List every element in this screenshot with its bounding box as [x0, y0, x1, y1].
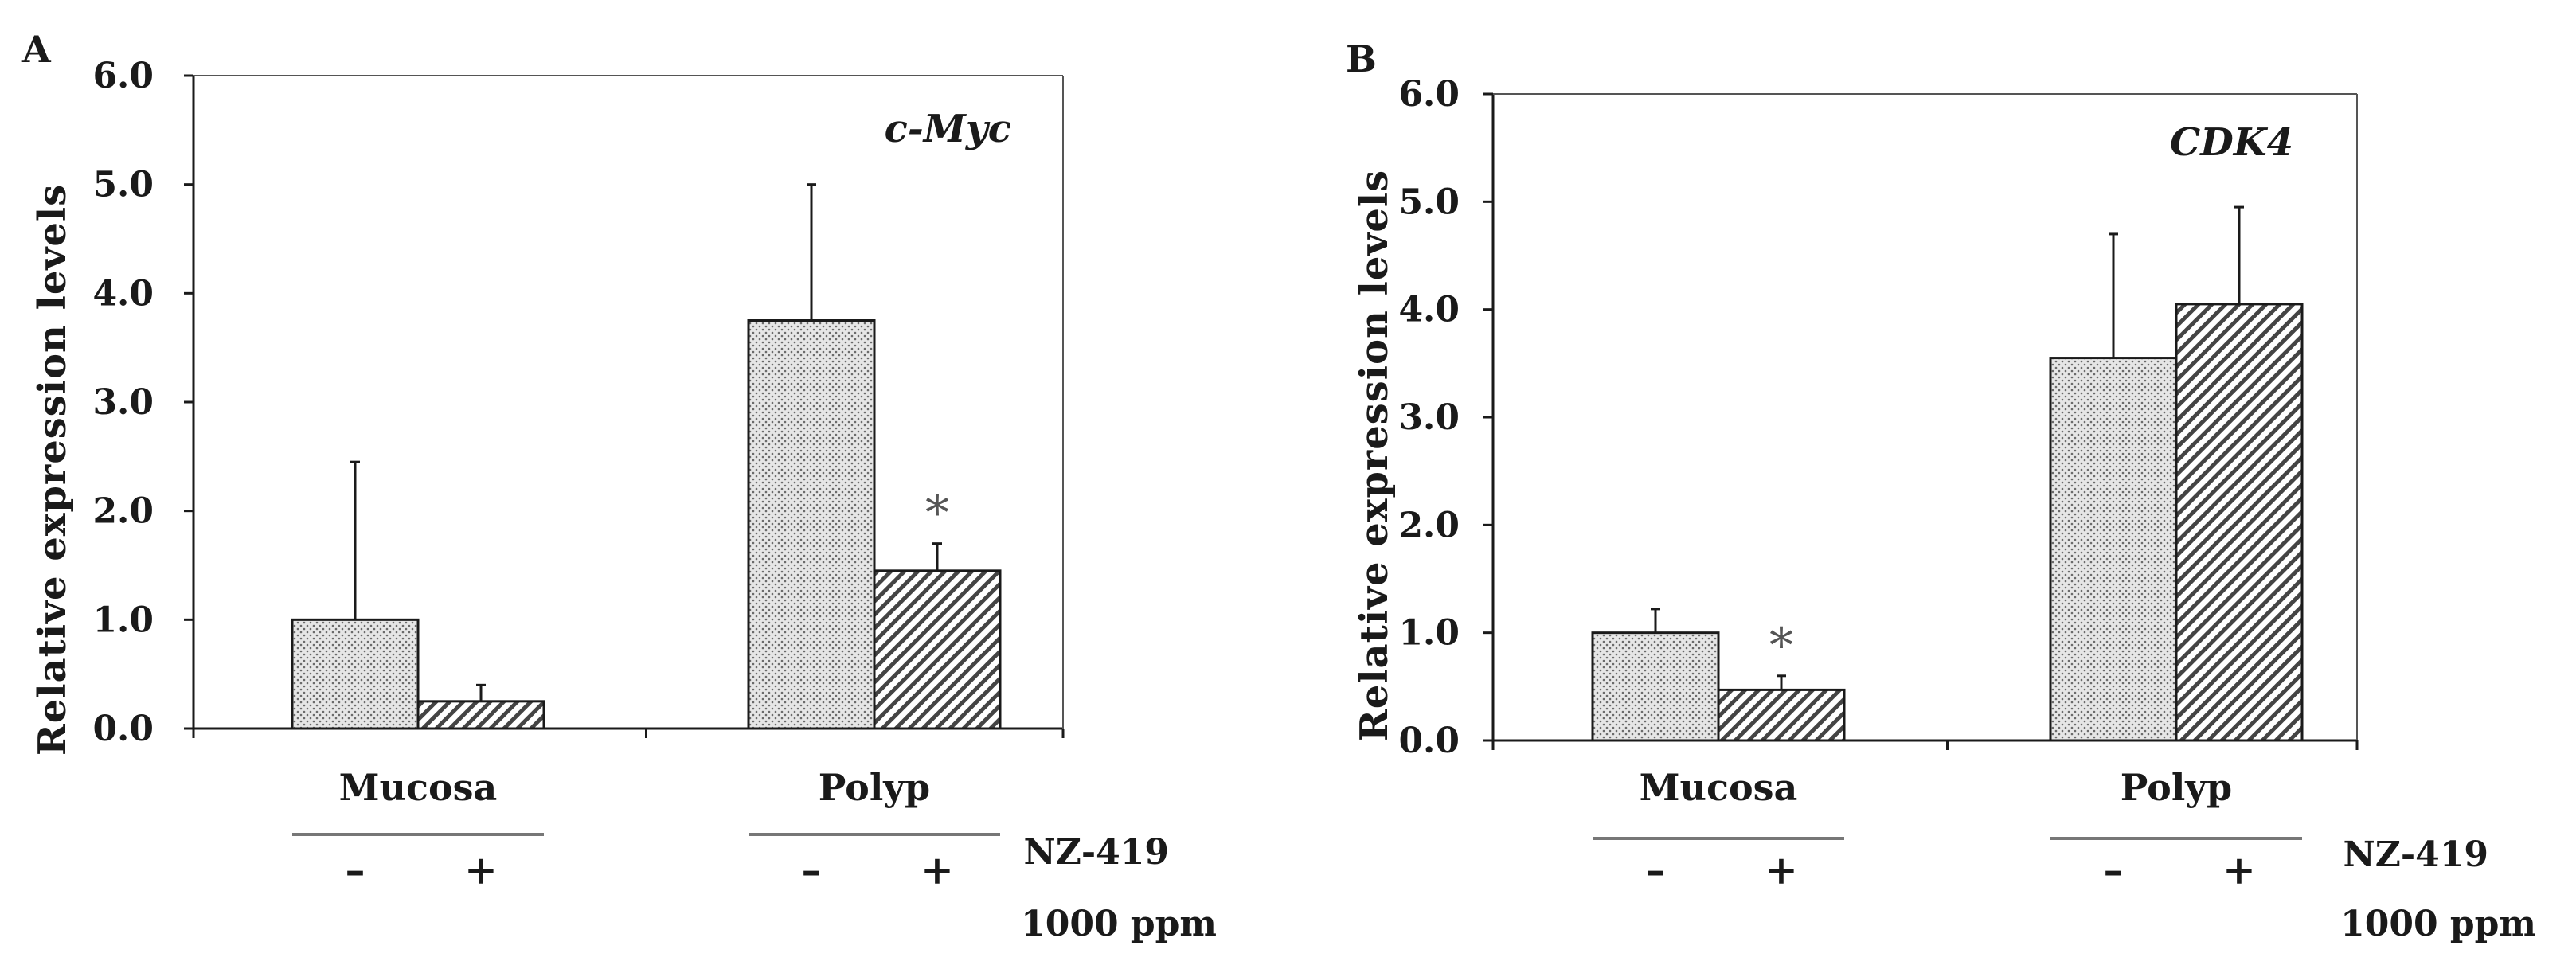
panel-letter: B	[1346, 37, 1377, 80]
bar-polyp-treated	[2175, 303, 2304, 742]
gene-title: c-Myc	[885, 107, 1011, 151]
significance-star: *	[1769, 618, 1793, 674]
y-tick-label: 6.0	[1398, 74, 1460, 115]
group-label: Mucosa	[339, 766, 498, 809]
y-tick-label: 4.0	[92, 273, 154, 314]
y-tick-label: 5.0	[92, 165, 154, 205]
condition-label: +	[464, 846, 498, 893]
treatment-dose: 1000 ppm	[1021, 904, 1217, 944]
panel-letter: A	[21, 28, 52, 71]
y-tick-label: 1.0	[92, 600, 154, 640]
y-tick-label: 1.0	[1398, 613, 1460, 654]
group-label: Mucosa	[1640, 766, 1798, 809]
chart-panel-b: B Relative expression levels CDK4 0.0 1.0…	[1346, 37, 2536, 944]
bar-mucosa-untreated	[291, 618, 420, 730]
y-axis-label: Relative expression levels	[30, 184, 75, 756]
y-tick-label: 4.0	[1398, 290, 1460, 330]
y-axis-label: Relative expression levels	[1352, 170, 1397, 741]
bar-polyp-untreated	[747, 319, 876, 730]
treatment-label: NZ-419	[2343, 834, 2488, 875]
y-tick-label: 6.0	[92, 56, 154, 96]
y-tick-label: 0.0	[92, 709, 154, 749]
bar-mucosa-untreated	[1591, 631, 1720, 742]
bar-mucosa-treated	[416, 700, 545, 730]
condition-label: –	[1646, 846, 1666, 893]
bar-mucosa-treated	[1717, 688, 1846, 742]
y-tick-label: 5.0	[1398, 182, 1460, 222]
gene-title: CDK4	[2170, 120, 2293, 165]
condition-label: +	[1765, 846, 1798, 893]
y-tick-label: 2.0	[92, 491, 154, 532]
y-tick-label: 0.0	[1398, 721, 1460, 761]
significance-star: *	[925, 486, 949, 541]
condition-label: +	[921, 846, 954, 893]
condition-label: –	[802, 846, 822, 893]
condition-label: –	[2104, 846, 2124, 893]
y-tick-label: 2.0	[1398, 505, 1460, 545]
group-label: Polyp	[819, 766, 930, 809]
condition-label: +	[2222, 846, 2256, 893]
treatment-label: NZ-419	[1024, 832, 1169, 873]
y-tick-label: 3.0	[1398, 397, 1460, 438]
chart-panel-a: A Relative expression levels c-Myc 0.0 1.…	[21, 28, 1217, 944]
group-label: Polyp	[2121, 766, 2232, 809]
treatment-dose: 1000 ppm	[2340, 904, 2536, 944]
y-tick-label: 3.0	[92, 382, 154, 423]
bar-polyp-untreated	[2049, 357, 2178, 742]
bar-polyp-treated	[873, 569, 1002, 730]
condition-label: –	[346, 846, 365, 893]
